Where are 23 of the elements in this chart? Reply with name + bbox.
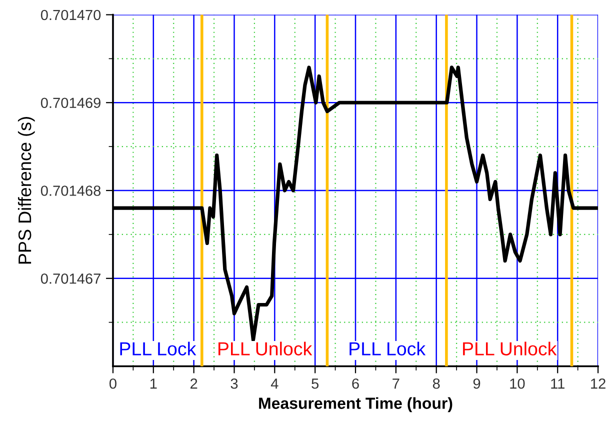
annotation: PLL Unlock xyxy=(218,342,312,356)
x-tick-label: 2 xyxy=(190,378,198,389)
x-tick-label: 9 xyxy=(473,378,480,389)
annotation: PLL Lock xyxy=(120,342,196,356)
y-tick-label: 0.701468 xyxy=(40,186,101,196)
x-tick-label: 11 xyxy=(551,378,564,389)
x-tick-label: 6 xyxy=(352,378,359,389)
y-tick-label: 0.701470 xyxy=(40,10,101,20)
y-tick-label: 0.701467 xyxy=(40,273,100,284)
y-axis-title: PPS Difference (s) xyxy=(18,117,35,264)
y-tick-label: 0.701469 xyxy=(40,98,100,108)
x-axis-title: Measurement Time (hour) xyxy=(259,397,452,412)
annotation: PLL Lock xyxy=(350,342,426,356)
x-tick-label: 1 xyxy=(150,378,157,389)
x-tick-label: 5 xyxy=(312,378,319,389)
x-tick-label: 10 xyxy=(510,378,525,389)
x-tick-label: 3 xyxy=(230,378,238,389)
x-tick-label: 4 xyxy=(270,378,278,389)
x-tick-label: 0 xyxy=(109,378,116,389)
annotation: PLL Unlock xyxy=(463,342,557,356)
x-tick-label: 7 xyxy=(392,378,400,389)
x-tick-label: 8 xyxy=(432,378,440,389)
x-tick-label: 12 xyxy=(591,378,606,389)
